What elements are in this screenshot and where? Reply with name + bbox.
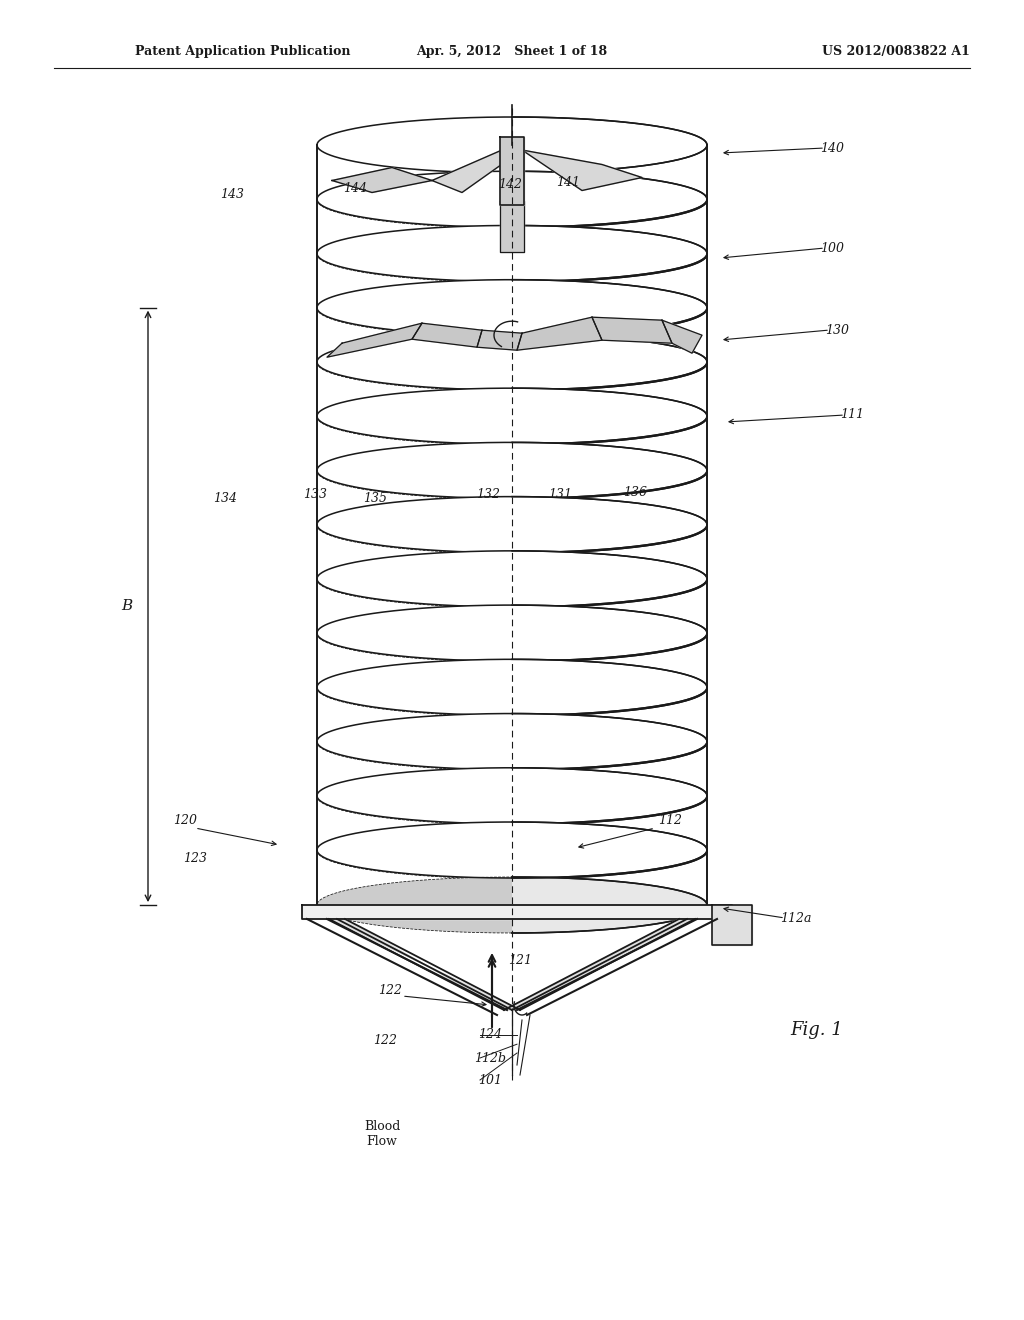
Polygon shape — [522, 150, 642, 190]
Polygon shape — [512, 280, 707, 391]
Polygon shape — [592, 317, 672, 343]
Polygon shape — [317, 714, 707, 770]
Polygon shape — [712, 906, 752, 945]
Polygon shape — [317, 280, 707, 335]
Text: 112b: 112b — [474, 1052, 506, 1064]
Polygon shape — [317, 280, 512, 391]
Text: 112: 112 — [658, 813, 682, 826]
Polygon shape — [512, 496, 707, 607]
Polygon shape — [512, 768, 707, 879]
Polygon shape — [512, 822, 707, 933]
Polygon shape — [317, 659, 512, 771]
Polygon shape — [500, 201, 524, 252]
Text: 131: 131 — [548, 488, 572, 502]
Polygon shape — [317, 117, 707, 173]
Polygon shape — [317, 605, 707, 661]
Polygon shape — [332, 168, 432, 193]
Polygon shape — [317, 172, 707, 227]
Text: 132: 132 — [476, 488, 500, 502]
Text: 135: 135 — [362, 491, 387, 504]
Polygon shape — [317, 334, 707, 389]
Text: 122: 122 — [373, 1034, 397, 1047]
Polygon shape — [432, 150, 522, 193]
Text: 120: 120 — [173, 813, 197, 826]
Polygon shape — [500, 137, 524, 205]
Text: 133: 133 — [303, 488, 327, 502]
Text: 111: 111 — [840, 408, 864, 421]
Text: 144: 144 — [343, 181, 367, 194]
Text: 143: 143 — [220, 189, 244, 202]
Polygon shape — [512, 442, 707, 553]
Polygon shape — [662, 321, 702, 354]
Polygon shape — [317, 768, 512, 879]
Polygon shape — [512, 226, 707, 337]
Polygon shape — [317, 822, 512, 933]
Polygon shape — [512, 117, 707, 228]
Text: Fig. 1: Fig. 1 — [790, 1020, 843, 1039]
Text: 134: 134 — [213, 491, 237, 504]
Polygon shape — [317, 117, 512, 228]
Polygon shape — [512, 334, 707, 445]
Polygon shape — [317, 226, 707, 281]
Polygon shape — [317, 496, 707, 553]
Text: Apr. 5, 2012   Sheet 1 of 18: Apr. 5, 2012 Sheet 1 of 18 — [417, 45, 607, 58]
Text: 130: 130 — [825, 323, 849, 337]
Polygon shape — [512, 659, 707, 771]
Polygon shape — [517, 317, 602, 350]
Text: 100: 100 — [820, 242, 844, 255]
Text: 122: 122 — [378, 983, 402, 997]
Polygon shape — [317, 226, 512, 337]
Polygon shape — [512, 172, 707, 282]
Text: 121: 121 — [508, 953, 532, 966]
Polygon shape — [317, 822, 707, 878]
Text: 112a: 112a — [780, 912, 811, 924]
Text: 140: 140 — [820, 141, 844, 154]
Text: Blood
Flow: Blood Flow — [364, 1119, 400, 1148]
Polygon shape — [317, 659, 707, 715]
Text: Patent Application Publication: Patent Application Publication — [135, 45, 350, 58]
Text: 124: 124 — [478, 1028, 502, 1041]
Polygon shape — [329, 919, 520, 1010]
Polygon shape — [512, 550, 707, 661]
Text: US 2012/0083822 A1: US 2012/0083822 A1 — [822, 45, 970, 58]
Polygon shape — [317, 334, 512, 445]
Text: 142: 142 — [498, 178, 522, 191]
Polygon shape — [504, 919, 695, 1010]
Text: 141: 141 — [556, 176, 580, 189]
Polygon shape — [317, 550, 707, 607]
Polygon shape — [317, 768, 707, 824]
Polygon shape — [327, 323, 422, 358]
Polygon shape — [512, 605, 707, 715]
Text: 101: 101 — [478, 1073, 502, 1086]
Polygon shape — [317, 550, 512, 661]
Polygon shape — [317, 442, 512, 553]
Text: B: B — [121, 599, 132, 614]
Polygon shape — [512, 388, 707, 499]
Polygon shape — [317, 172, 512, 282]
Polygon shape — [512, 714, 707, 825]
Polygon shape — [317, 388, 512, 499]
Polygon shape — [317, 605, 512, 715]
Polygon shape — [317, 714, 512, 825]
Polygon shape — [412, 323, 482, 347]
Polygon shape — [477, 330, 522, 350]
Text: 136: 136 — [623, 486, 647, 499]
Polygon shape — [317, 388, 707, 444]
Polygon shape — [317, 442, 707, 499]
Polygon shape — [302, 906, 732, 919]
Text: 123: 123 — [183, 851, 207, 865]
Polygon shape — [317, 496, 512, 607]
